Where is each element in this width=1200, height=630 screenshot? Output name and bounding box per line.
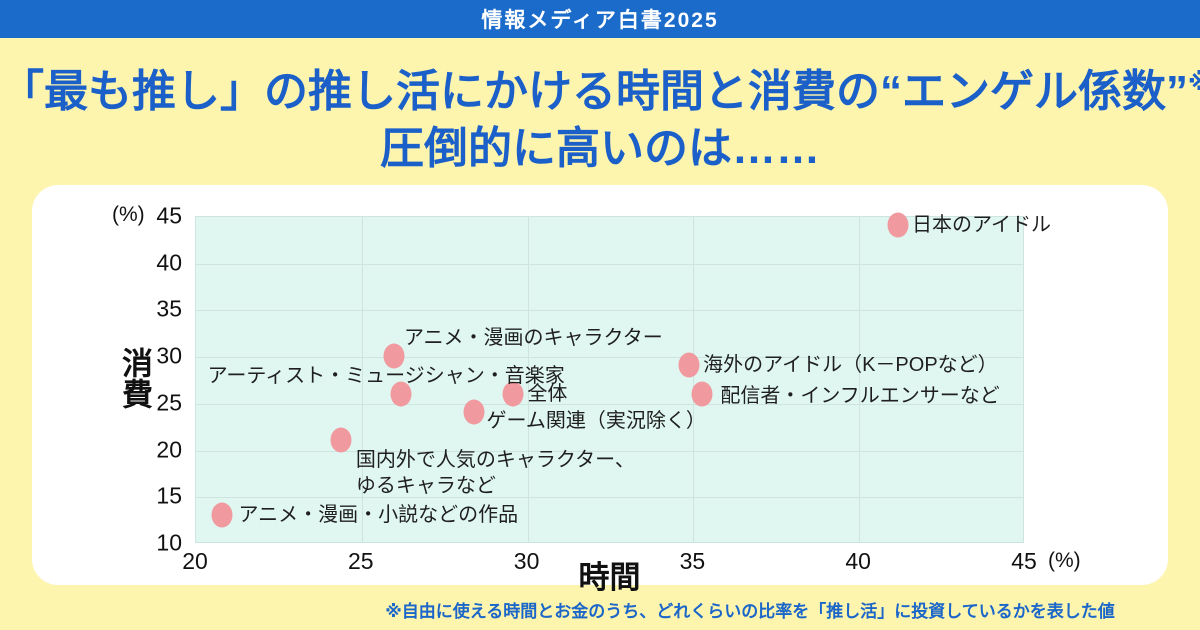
- x-axis-unit: (%): [1048, 549, 1081, 572]
- gridline-horizontal: [196, 310, 1023, 312]
- data-point-label: アーティスト・ミュージシャン・音楽家: [207, 364, 565, 387]
- data-point-label: 海外のアイドル（K－POPなど）: [703, 354, 998, 377]
- y-axis-tick-label: 45: [156, 202, 182, 229]
- x-axis-tick-label: 40: [845, 548, 871, 574]
- y-axis-tick-label: 30: [156, 342, 182, 369]
- data-point: [678, 352, 700, 378]
- data-point: [502, 381, 524, 406]
- gridline-vertical: [361, 217, 363, 542]
- x-axis-tick-label: 30: [513, 548, 540, 574]
- x-axis-tick-label: 35: [679, 548, 706, 574]
- data-point: [691, 381, 713, 406]
- headline-line-2: 圧倒的に高いのは……: [380, 124, 820, 173]
- data-point-label: ゲーム関連（実況除く）: [486, 410, 706, 433]
- y-axis-title: 消費: [117, 347, 152, 409]
- x-axis-tick-label: 25: [348, 548, 374, 574]
- data-point: [463, 399, 485, 425]
- data-point-label: 全体: [527, 382, 568, 405]
- gridline-horizontal: [196, 357, 1023, 359]
- y-axis-tick-label: 20: [156, 436, 182, 463]
- headline-note-marker: ※: [1188, 69, 1200, 96]
- gridline-vertical: [693, 217, 695, 542]
- y-axis-tick-label: 10: [156, 529, 182, 556]
- data-point: [330, 427, 352, 453]
- y-axis-tick-label: 35: [156, 295, 182, 322]
- gridline-horizontal: [196, 403, 1023, 405]
- data-point-label: 国内外で人気のキャラクター、 ゆるキャラなど: [355, 449, 635, 498]
- headline: 「最も推し」の推し活にかける時間と消費の“エンゲル係数”※ 圧倒的に高いのは……: [0, 54, 1200, 177]
- gridline-horizontal: [196, 497, 1023, 499]
- footnote: ※自由に使える時間とお金のうち、どれくらいの比率を「推し活」に投資しているかを表…: [385, 602, 1115, 621]
- gridline-horizontal: [196, 450, 1023, 452]
- data-point: [390, 381, 412, 406]
- top-banner: 情報メディア白書2025: [0, 0, 1200, 38]
- gridline-horizontal: [196, 263, 1023, 265]
- y-axis-tick-label: 40: [156, 249, 182, 276]
- gridline-vertical: [527, 217, 529, 542]
- headline-line-1: 「最も推し」の推し活にかける時間と消費の“エンゲル係数”※: [0, 54, 1200, 120]
- data-point: [211, 502, 233, 528]
- publication-title: 情報メディア白書2025: [481, 9, 719, 32]
- y-axis-tick-label: 25: [156, 389, 182, 416]
- x-axis-tick-label: 45: [1011, 548, 1037, 574]
- data-point-label: 配信者・インフルエンサーなど: [720, 384, 1000, 407]
- x-axis-title: 時間: [578, 560, 641, 595]
- gridline-vertical: [859, 217, 861, 542]
- data-point-label: アニメ・漫画のキャラクター: [403, 327, 663, 350]
- chart-plot-area: [195, 216, 1024, 543]
- data-point: [383, 343, 405, 369]
- data-point-label: アニメ・漫画・小説などの作品: [238, 503, 519, 526]
- headline-line-1-text: 「最も推し」の推し活にかける時間と消費の“エンゲル係数”: [0, 67, 1188, 116]
- y-axis-unit: (%): [112, 203, 145, 226]
- x-axis-tick-label: 20: [182, 548, 208, 574]
- data-point: [887, 212, 909, 238]
- y-axis-tick-label: 15: [156, 482, 182, 509]
- data-point-label: 日本のアイドル: [911, 214, 1051, 237]
